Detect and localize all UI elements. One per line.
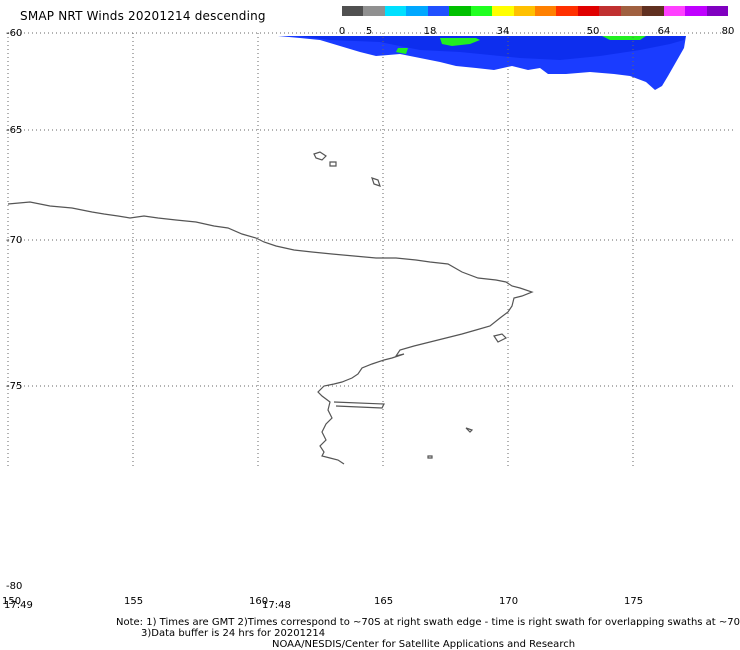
island-3 xyxy=(371,177,381,187)
colorbar-segment xyxy=(556,6,579,16)
coastline xyxy=(7,151,534,465)
colorbar-segment xyxy=(492,6,515,16)
colorbar-segment xyxy=(577,6,600,16)
lat-label: -60 xyxy=(6,28,22,39)
colorbar-segment xyxy=(449,6,472,16)
colorbar-segment xyxy=(535,6,557,16)
island-4 xyxy=(465,427,474,433)
island-5 xyxy=(427,455,433,459)
colorbar-tick-label: 18 xyxy=(423,26,437,37)
lat-label: -65 xyxy=(6,125,22,136)
coastline-inner xyxy=(333,401,385,409)
colorbar-tick-label: 50 xyxy=(586,26,600,37)
island-2 xyxy=(329,161,337,167)
lon-label: 160 xyxy=(249,596,268,607)
lon-label: 170 xyxy=(499,596,518,607)
island-1 xyxy=(313,151,327,161)
colorbar-segment xyxy=(427,6,450,16)
lon-label: 155 xyxy=(124,596,143,607)
colorbar-segment xyxy=(406,6,429,16)
colorbar-tick-label: 64 xyxy=(657,26,671,37)
colorbar-segment xyxy=(685,6,708,16)
colorbar-segment xyxy=(663,6,686,16)
swath-green-1 xyxy=(440,38,480,46)
lon-label: 150 xyxy=(2,596,21,607)
colorbar-segment xyxy=(642,6,665,16)
note-line-1: Note: 1) Times are GMT 2)Times correspon… xyxy=(116,617,740,628)
map-frame xyxy=(8,33,735,466)
swath-green-3 xyxy=(396,48,408,54)
lat-label: -80 xyxy=(6,581,22,592)
note-line-2: 3)Data buffer is 24 hrs for 20201214 xyxy=(141,628,326,639)
lat-label: -70 xyxy=(6,235,22,246)
colorbar-segment xyxy=(599,6,622,16)
coastline-cape xyxy=(493,333,508,343)
lon-label: 175 xyxy=(624,596,643,607)
colorbar-tick-label: 80 xyxy=(721,26,735,37)
colorbar-tick-label: 0 xyxy=(338,26,346,37)
graticule xyxy=(7,32,735,466)
longitude-labels: 150 155 160 165 170 175 xyxy=(2,596,643,607)
wind-swath xyxy=(278,36,686,90)
colorbar-segment xyxy=(706,6,729,16)
colorbar-segment xyxy=(620,6,643,16)
colorbar-segment xyxy=(342,6,364,16)
time-labels: 17:49 17:48 xyxy=(4,600,291,611)
chart-title: SMAP NRT Winds 20201214 descending xyxy=(20,9,266,23)
colorbar-segment xyxy=(384,6,407,16)
colorbar-segment xyxy=(363,6,386,16)
wind-speed-colorbar: 0 5 18 34 50 64 80 xyxy=(339,6,734,37)
note-line-3: NOAA/NESDIS/Center for Satellite Applica… xyxy=(272,639,576,650)
latitude-labels: -60 -65 -70 -75 -80 xyxy=(6,28,22,592)
coastline-main xyxy=(7,201,534,465)
swath-blue-dark xyxy=(300,36,686,60)
time-label: 17:48 xyxy=(262,600,291,611)
lat-label: -75 xyxy=(6,381,22,392)
lon-label: 165 xyxy=(374,596,393,607)
colorbar-segment xyxy=(513,6,536,16)
time-label: 17:49 xyxy=(4,600,33,611)
swath-green-2 xyxy=(602,36,646,40)
colorbar-tick-label: 5 xyxy=(365,26,373,37)
colorbar-tick-label: 34 xyxy=(496,26,510,37)
colorbar-segment xyxy=(470,6,493,16)
